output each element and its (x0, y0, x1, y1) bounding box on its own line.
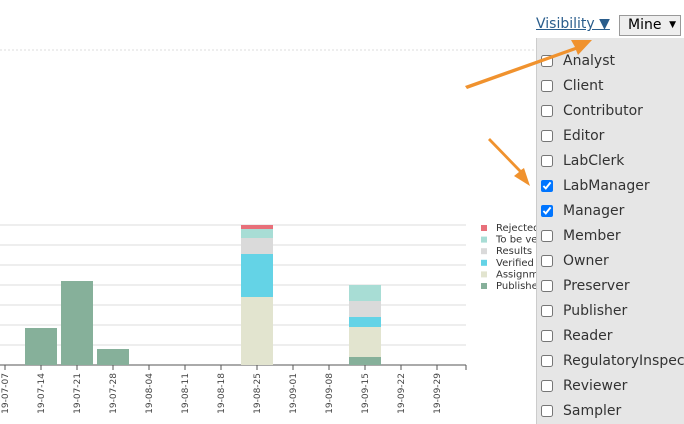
bar-segment (349, 301, 381, 317)
legend-label: Results (496, 246, 532, 257)
role-label: Owner (563, 253, 609, 269)
role-checkbox[interactable] (541, 105, 553, 117)
role-option[interactable]: LabManager (537, 177, 684, 202)
bar-segment (97, 349, 129, 365)
role-label: Contributor (563, 103, 643, 119)
chart: 19-07-07 19-07-14 19-07-21 19-07-28 19-08-04… (0, 49, 536, 414)
role-checkbox[interactable] (541, 130, 553, 142)
legend-swatch (481, 225, 487, 231)
role-label: Preserver (563, 278, 630, 294)
role-option[interactable]: Owner (537, 252, 684, 277)
role-option[interactable]: Analyst (537, 52, 684, 77)
bar-segment (241, 254, 273, 297)
bar-segment (349, 317, 381, 327)
role-checkbox[interactable] (541, 255, 553, 267)
bar-segment (241, 297, 273, 365)
role-checkbox[interactable] (541, 180, 553, 192)
role-label: RegulatoryInspector (563, 353, 684, 369)
filter-value: Mine (628, 17, 662, 33)
role-checkbox[interactable] (541, 355, 553, 367)
role-option[interactable]: Publisher (537, 302, 684, 327)
role-option[interactable]: Sampler (537, 402, 684, 424)
role-label: Reviewer (563, 378, 628, 394)
bar-segment (241, 225, 273, 229)
x-tick-label: 19-08-04 (145, 373, 155, 414)
visibility-dropdown: Analyst Client Contributor Editor LabClerk La… (536, 38, 684, 424)
legend-swatch (481, 259, 487, 266)
x-tick-label: 19-07-21 (73, 373, 83, 414)
role-checkbox[interactable] (541, 230, 553, 242)
x-tick-label: 19-07-07 (1, 373, 11, 414)
legend-label: Verified (496, 258, 534, 269)
x-tick-label: 19-08-25 (253, 373, 263, 414)
legend-swatch (481, 248, 487, 255)
bar-segment (241, 238, 273, 254)
x-tick-label: 19-09-29 (433, 373, 443, 414)
legend-swatch (481, 271, 487, 278)
role-option[interactable]: Preserver (537, 277, 684, 302)
legend-label: Assignm (496, 269, 536, 280)
role-option[interactable]: Reader (537, 327, 684, 352)
x-tick-label: 19-09-22 (397, 373, 407, 414)
select-arrow: ▼ (669, 20, 676, 30)
role-option[interactable]: Manager (537, 202, 684, 227)
role-label: Editor (563, 128, 605, 144)
role-option[interactable]: Client (537, 77, 684, 102)
role-option[interactable]: Reviewer (537, 377, 684, 402)
x-tick-label: 19-09-15 (361, 373, 371, 414)
role-checkbox[interactable] (541, 330, 553, 342)
x-tick-label: 19-08-18 (217, 373, 227, 414)
role-checkbox[interactable] (541, 80, 553, 92)
role-label: Publisher (563, 303, 628, 319)
x-tick-label: 19-08-11 (181, 373, 191, 414)
role-checkbox[interactable] (541, 405, 553, 417)
bar-segment (25, 328, 57, 365)
role-option[interactable]: RegulatoryInspector (537, 352, 684, 377)
filter-select[interactable]: Mine ▼ (619, 15, 681, 36)
role-option[interactable]: LabClerk (537, 152, 684, 177)
role-option[interactable]: Member (537, 227, 684, 252)
role-checkbox[interactable] (541, 155, 553, 167)
role-label: Analyst (563, 53, 615, 69)
legend-label: Publishe (496, 281, 536, 292)
role-checkbox[interactable] (541, 280, 553, 292)
role-label: LabManager (563, 178, 650, 194)
role-checkbox[interactable] (541, 380, 553, 392)
x-tick-label: 19-09-01 (289, 373, 299, 414)
bar-segment (241, 229, 273, 238)
role-checkbox[interactable] (541, 55, 553, 67)
role-checkbox[interactable] (541, 205, 553, 217)
role-label: Client (563, 78, 604, 94)
bar-segment (61, 281, 93, 365)
visibility-link[interactable]: Visibility ▼ (536, 16, 610, 32)
role-label: Member (563, 228, 621, 244)
role-label: Sampler (563, 403, 622, 419)
x-tick-label: 19-07-28 (109, 373, 119, 414)
x-tick-label: 19-09-08 (325, 373, 335, 414)
role-option[interactable]: Contributor (537, 102, 684, 127)
role-label: Reader (563, 328, 613, 344)
legend-swatch (481, 236, 487, 243)
role-label: LabClerk (563, 153, 625, 169)
legend-label: Rejected (496, 223, 536, 234)
legend-label: To be ve (495, 235, 536, 246)
role-option[interactable]: Editor (537, 127, 684, 152)
bar-segment (349, 357, 381, 365)
legend-swatch (481, 283, 487, 289)
bar-segment (349, 285, 381, 301)
x-tick-label: 19-07-14 (37, 373, 47, 414)
role-checkbox[interactable] (541, 305, 553, 317)
role-label: Manager (563, 203, 625, 219)
bar-segment (349, 327, 381, 357)
